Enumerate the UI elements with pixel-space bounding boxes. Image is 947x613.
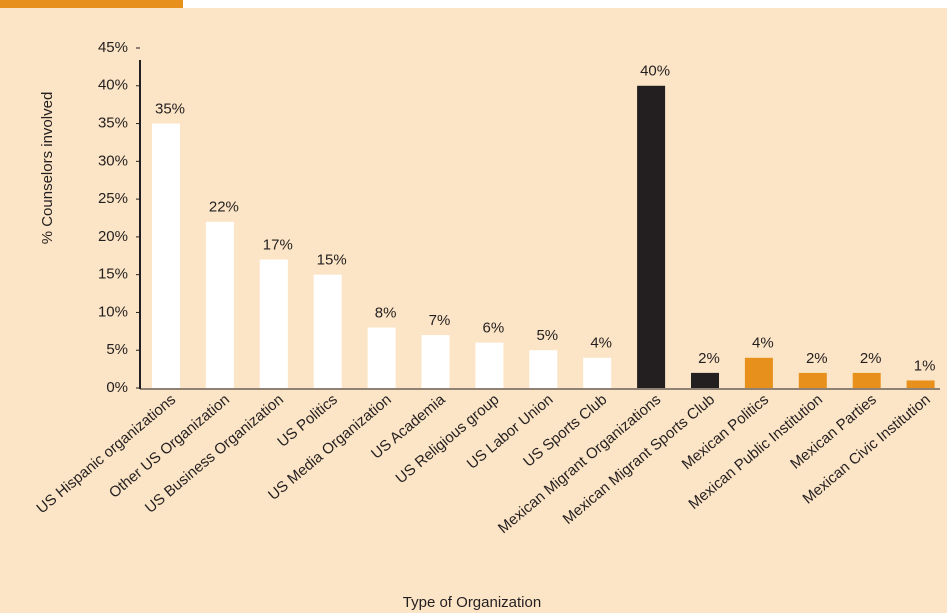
data-label: 4%: [752, 335, 774, 352]
data-label: 15%: [317, 252, 347, 269]
bar: [529, 350, 558, 388]
data-label: 5%: [536, 327, 558, 344]
y-tick-label: 30%: [98, 152, 128, 169]
data-label: 2%: [860, 350, 882, 367]
data-label: 2%: [698, 350, 720, 367]
data-label: 17%: [263, 237, 293, 254]
bar: [367, 327, 396, 388]
x-tick-label: US Religious group: [393, 391, 503, 487]
header-accent: [0, 0, 183, 8]
data-label: 8%: [375, 305, 397, 322]
y-tick-label: 0%: [106, 379, 128, 396]
y-tick-label: 15%: [98, 266, 128, 283]
bar: [906, 380, 935, 388]
y-tick-label: 35%: [98, 115, 128, 132]
data-label: 35%: [155, 101, 185, 118]
bar: [744, 357, 773, 388]
bar: [205, 221, 234, 388]
y-tick-label: 40%: [98, 77, 128, 94]
bar: [637, 85, 666, 389]
y-tick-label: 10%: [98, 303, 128, 320]
y-tick-label: 20%: [98, 228, 128, 245]
data-label: 2%: [806, 350, 828, 367]
bar: [152, 123, 180, 389]
data-label: 7%: [429, 312, 451, 329]
bar: [691, 372, 719, 388]
x-axis-title: Type of Organization: [403, 594, 541, 611]
bar: [475, 342, 504, 388]
bar: [798, 372, 827, 388]
data-label: 40%: [640, 63, 670, 80]
bar: [313, 274, 342, 388]
bar: [259, 259, 288, 388]
bar: [583, 357, 612, 388]
header-strip: [0, 0, 947, 8]
data-label: 4%: [590, 335, 612, 352]
data-label: 1%: [914, 357, 936, 374]
y-tick-label: 5%: [106, 341, 128, 358]
y-tick-label: 25%: [98, 190, 128, 207]
data-label: 22%: [209, 199, 239, 216]
bar: [421, 335, 450, 388]
data-label: 6%: [483, 320, 505, 337]
bar: [852, 372, 881, 388]
y-axis-title: % Counselors involved: [39, 92, 56, 245]
y-tick-label: 45%: [98, 39, 128, 56]
